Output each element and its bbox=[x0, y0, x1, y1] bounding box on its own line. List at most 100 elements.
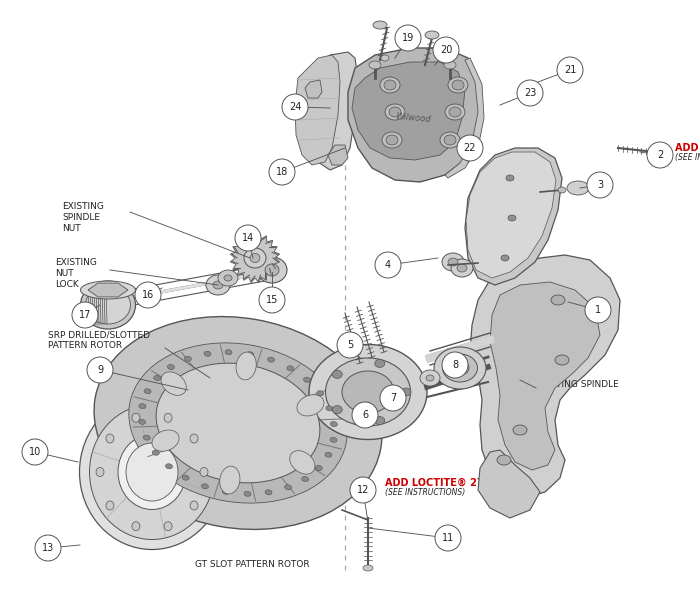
Text: 6: 6 bbox=[362, 410, 368, 420]
Ellipse shape bbox=[444, 49, 452, 55]
Ellipse shape bbox=[106, 434, 114, 443]
Ellipse shape bbox=[265, 264, 279, 276]
Ellipse shape bbox=[503, 211, 521, 225]
Ellipse shape bbox=[551, 295, 565, 305]
Ellipse shape bbox=[267, 357, 274, 362]
Text: 20: 20 bbox=[440, 45, 452, 55]
Ellipse shape bbox=[451, 361, 469, 375]
Ellipse shape bbox=[132, 521, 140, 530]
Circle shape bbox=[585, 297, 611, 323]
Ellipse shape bbox=[508, 215, 516, 221]
Text: EXISTING SPINDLE: EXISTING SPINDLE bbox=[536, 380, 619, 389]
Polygon shape bbox=[308, 52, 358, 170]
Polygon shape bbox=[465, 148, 562, 285]
Polygon shape bbox=[466, 152, 556, 278]
Ellipse shape bbox=[165, 463, 172, 469]
Ellipse shape bbox=[80, 281, 136, 329]
Circle shape bbox=[442, 352, 468, 378]
Ellipse shape bbox=[448, 258, 458, 266]
Ellipse shape bbox=[332, 405, 342, 414]
Circle shape bbox=[350, 477, 376, 503]
Ellipse shape bbox=[144, 435, 150, 440]
Ellipse shape bbox=[449, 107, 461, 117]
Ellipse shape bbox=[220, 466, 240, 494]
Text: 22: 22 bbox=[463, 143, 476, 153]
Polygon shape bbox=[445, 58, 484, 178]
Polygon shape bbox=[230, 233, 280, 283]
Ellipse shape bbox=[440, 132, 460, 148]
Ellipse shape bbox=[558, 187, 566, 193]
Polygon shape bbox=[328, 145, 348, 165]
Ellipse shape bbox=[118, 435, 186, 509]
Text: GT SLOT PATTERN ROTOR: GT SLOT PATTERN ROTOR bbox=[195, 560, 309, 569]
Text: 23: 23 bbox=[524, 88, 536, 98]
Ellipse shape bbox=[330, 422, 337, 426]
Ellipse shape bbox=[182, 475, 189, 480]
Text: (SEE INSTRUCTIONS): (SEE INSTRUCTIONS) bbox=[675, 153, 700, 162]
Ellipse shape bbox=[342, 371, 394, 413]
Polygon shape bbox=[470, 255, 620, 498]
Ellipse shape bbox=[444, 135, 456, 145]
Ellipse shape bbox=[85, 286, 130, 324]
Ellipse shape bbox=[380, 77, 400, 93]
Ellipse shape bbox=[567, 181, 589, 195]
Circle shape bbox=[269, 159, 295, 185]
Ellipse shape bbox=[649, 147, 667, 157]
Text: 2: 2 bbox=[657, 150, 663, 160]
Ellipse shape bbox=[332, 370, 342, 379]
Ellipse shape bbox=[213, 281, 223, 289]
Polygon shape bbox=[305, 80, 322, 98]
Ellipse shape bbox=[326, 406, 332, 411]
Ellipse shape bbox=[506, 175, 514, 181]
Ellipse shape bbox=[223, 489, 230, 495]
Text: 14: 14 bbox=[242, 233, 254, 243]
Ellipse shape bbox=[369, 61, 381, 69]
Text: 4: 4 bbox=[385, 260, 391, 270]
Circle shape bbox=[517, 80, 543, 106]
Ellipse shape bbox=[202, 484, 209, 489]
Ellipse shape bbox=[425, 31, 439, 39]
Ellipse shape bbox=[315, 465, 322, 471]
Ellipse shape bbox=[204, 351, 211, 356]
Ellipse shape bbox=[156, 363, 320, 483]
Circle shape bbox=[337, 332, 363, 358]
Circle shape bbox=[87, 357, 113, 383]
Circle shape bbox=[435, 525, 461, 551]
Ellipse shape bbox=[309, 344, 427, 440]
Text: 7: 7 bbox=[390, 393, 396, 403]
Ellipse shape bbox=[167, 364, 174, 370]
Ellipse shape bbox=[363, 565, 373, 571]
Ellipse shape bbox=[385, 104, 405, 120]
Text: 15: 15 bbox=[266, 295, 278, 305]
Ellipse shape bbox=[444, 61, 456, 69]
Polygon shape bbox=[352, 62, 465, 160]
Ellipse shape bbox=[244, 492, 251, 496]
Ellipse shape bbox=[80, 281, 136, 299]
Ellipse shape bbox=[448, 77, 468, 93]
Ellipse shape bbox=[164, 413, 172, 422]
Ellipse shape bbox=[90, 404, 214, 539]
Circle shape bbox=[380, 385, 406, 411]
Ellipse shape bbox=[265, 490, 272, 495]
Ellipse shape bbox=[132, 413, 140, 422]
Text: ADD LOCTITE® 271: ADD LOCTITE® 271 bbox=[675, 143, 700, 153]
Circle shape bbox=[135, 282, 161, 308]
Text: 5: 5 bbox=[347, 340, 353, 350]
Text: Wilwood: Wilwood bbox=[395, 112, 431, 124]
Polygon shape bbox=[478, 450, 540, 518]
Circle shape bbox=[433, 37, 459, 63]
Ellipse shape bbox=[200, 468, 208, 477]
Circle shape bbox=[352, 402, 378, 428]
Circle shape bbox=[375, 252, 401, 278]
Text: 24: 24 bbox=[289, 102, 301, 112]
Ellipse shape bbox=[250, 254, 260, 263]
Text: 11: 11 bbox=[442, 533, 454, 543]
Ellipse shape bbox=[501, 171, 519, 185]
Ellipse shape bbox=[144, 389, 151, 394]
Text: SRP DRILLED/SLOTTED
PATTERN ROTOR: SRP DRILLED/SLOTTED PATTERN ROTOR bbox=[48, 330, 150, 350]
Circle shape bbox=[35, 535, 61, 561]
Polygon shape bbox=[348, 48, 480, 182]
Ellipse shape bbox=[401, 388, 411, 396]
Text: 10: 10 bbox=[29, 447, 41, 457]
Ellipse shape bbox=[190, 434, 198, 443]
